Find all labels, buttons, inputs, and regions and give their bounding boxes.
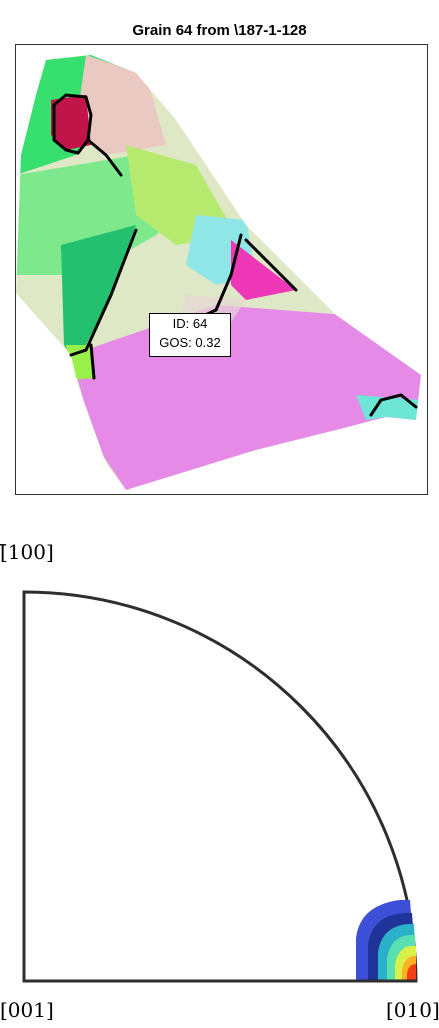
grain-map: ID: 64 GOS: 0.32 [15, 44, 428, 495]
figure-title: Grain 64 from \187-1-128 [132, 22, 307, 39]
pole-label-top: [̄100] [0, 540, 54, 564]
grain-id-text: ID: 64 [172, 316, 208, 331]
grain-gos-text: GOS: 0.32 [159, 335, 221, 350]
pole-figure [22, 590, 418, 983]
pole-figure-outline [22, 590, 418, 983]
grain-map-canvas [16, 55, 421, 490]
grain-info-box: ID: 64 GOS: 0.32 [149, 313, 231, 357]
pole-label-bottom-left: [001] [0, 998, 54, 1022]
pole-label-bottom-right: [010] [386, 998, 439, 1022]
density-contours [356, 900, 416, 981]
